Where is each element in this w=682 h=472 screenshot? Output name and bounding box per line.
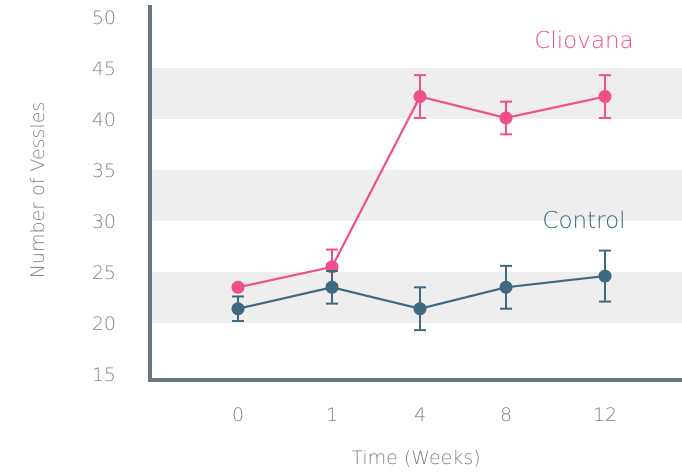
x-tick-label: 1: [326, 404, 338, 426]
data-point: [325, 280, 339, 294]
series-control: Control: [231, 208, 626, 332]
y-axis-title: Number of Vessles: [27, 102, 49, 279]
data-point: [413, 302, 427, 316]
series-layer: Cliovana Control: [231, 28, 634, 332]
x-tick-label: 12: [593, 404, 617, 426]
x-tick-label: 4: [414, 404, 426, 426]
grid-bands: [152, 68, 682, 323]
y-axis-ticks: 15 20 25 30 35 40 45 50: [92, 7, 116, 386]
x-tick-label: 0: [232, 404, 244, 426]
x-axis-title: Time (Weeks): [351, 447, 480, 469]
y-tick-label: 20: [92, 313, 116, 335]
y-tick-label: 35: [92, 160, 116, 182]
x-axis-ticks: 0 1 4 8 12: [232, 404, 617, 426]
series-label: Cliovana: [534, 28, 633, 54]
y-tick-label: 45: [92, 58, 116, 80]
series-label: Control: [542, 208, 625, 234]
data-point: [413, 90, 427, 104]
series-cliovana: Cliovana: [231, 28, 634, 294]
x-tick-label: 8: [500, 404, 512, 426]
data-point: [598, 269, 612, 283]
data-point: [499, 111, 513, 125]
y-tick-label: 40: [92, 109, 116, 131]
y-tick-label: 25: [92, 262, 116, 284]
data-point: [499, 280, 513, 294]
data-point: [231, 302, 245, 316]
grid-band: [152, 170, 682, 221]
data-point: [231, 280, 245, 294]
data-point: [598, 90, 612, 104]
y-tick-label: 50: [92, 7, 116, 29]
y-tick-label: 15: [92, 364, 116, 386]
y-tick-label: 30: [92, 211, 116, 233]
